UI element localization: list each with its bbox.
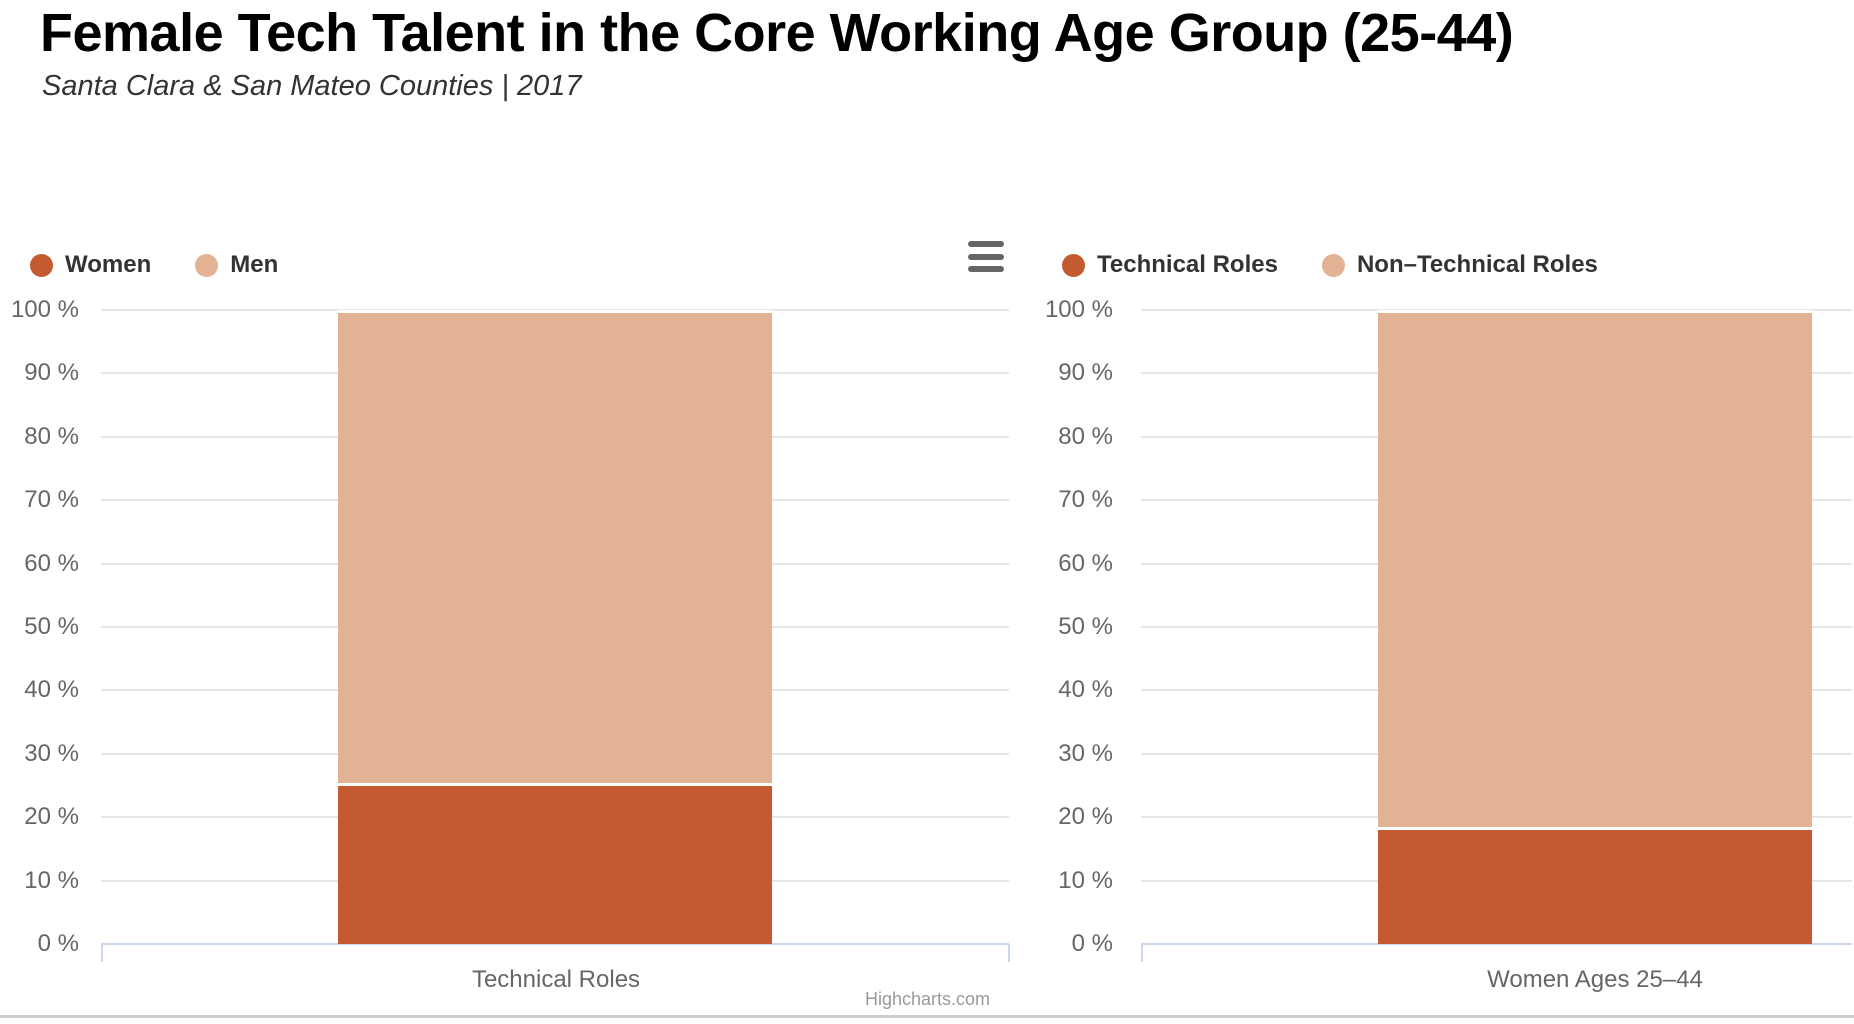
legend-item-label: Technical Roles — [1097, 251, 1278, 278]
legend-marker-icon — [1321, 253, 1345, 277]
x-axis-tick — [1141, 944, 1143, 962]
legend-marker-icon — [1062, 253, 1085, 277]
x-axis-tick — [1008, 944, 1010, 962]
x-axis-line — [101, 943, 1009, 945]
legend-item-non-technical-roles[interactable]: Non–Technical Roles — [1321, 251, 1598, 279]
page-subtitle: Santa Clara & San Mateo Counties | 2017 — [42, 70, 582, 102]
y-axis-label: 20 % — [24, 803, 79, 831]
y-axis-label: 30 % — [1058, 739, 1113, 767]
legend-item-label: Men — [230, 251, 279, 278]
y-axis-label: 90 % — [24, 359, 79, 387]
chart-legend: Technical Roles Non–Technical Roles — [1062, 249, 1598, 281]
x-axis-category-label: Women Ages 25–44 — [1487, 966, 1703, 993]
y-axis-label: 70 % — [1058, 486, 1113, 514]
legend-item-men[interactable]: Men — [195, 251, 278, 279]
y-axis-label: 90 % — [1058, 359, 1113, 387]
y-axis-label: 10 % — [24, 866, 79, 894]
y-axis-label: 80 % — [24, 422, 79, 450]
legend-item-label: Non–Technical Roles — [1356, 251, 1598, 278]
y-axis-label: 80 % — [1058, 422, 1113, 450]
x-axis-category-label: Technical Roles — [471, 966, 641, 993]
y-axis-label: 10 % — [1058, 866, 1113, 894]
y-axis-label: 100 % — [1044, 296, 1113, 323]
legend-item-label: Women — [65, 251, 152, 278]
legend-marker-icon — [195, 253, 219, 277]
highcharts-credits-link[interactable]: Highcharts.com — [864, 989, 990, 1009]
y-axis-label: 0 % — [1071, 930, 1113, 957]
chart-legend: Women Men — [30, 249, 278, 281]
legend-item-women[interactable]: Women — [30, 251, 151, 279]
y-axis-label: 30 % — [24, 739, 79, 767]
y-axis-label: 60 % — [1058, 549, 1113, 577]
y-axis-label: 0 % — [37, 930, 79, 957]
hamburger-menu-icon — [968, 241, 1004, 247]
legend-item-technical-roles[interactable]: Technical Roles — [1062, 251, 1278, 279]
legend-marker-icon — [30, 253, 53, 277]
page-bottom-divider — [0, 1015, 1854, 1018]
bar-segment-men[interactable] — [338, 310, 772, 786]
hamburger-menu-icon — [968, 253, 1004, 260]
page-title: Female Tech Talent in the Core Working A… — [40, 3, 1514, 63]
y-axis-label: 20 % — [1058, 803, 1113, 831]
y-axis-label: 40 % — [1058, 676, 1113, 704]
y-axis-label: 50 % — [24, 613, 79, 640]
y-axis-label: 50 % — [1058, 613, 1113, 640]
y-axis-label: 60 % — [24, 549, 79, 577]
y-axis-label: 100 % — [10, 296, 79, 323]
bar-segment-technical-roles[interactable] — [1378, 829, 1812, 944]
chart-context-menu-button[interactable] — [968, 241, 1006, 272]
hamburger-menu-icon — [968, 266, 1004, 272]
y-axis-label: 70 % — [24, 486, 79, 514]
bar-segment-non-technical-roles[interactable] — [1378, 310, 1812, 830]
y-axis-label: 40 % — [24, 676, 79, 704]
x-axis-tick — [101, 944, 103, 962]
x-axis-line — [1141, 943, 1852, 945]
bar-segment-women[interactable] — [338, 785, 772, 944]
